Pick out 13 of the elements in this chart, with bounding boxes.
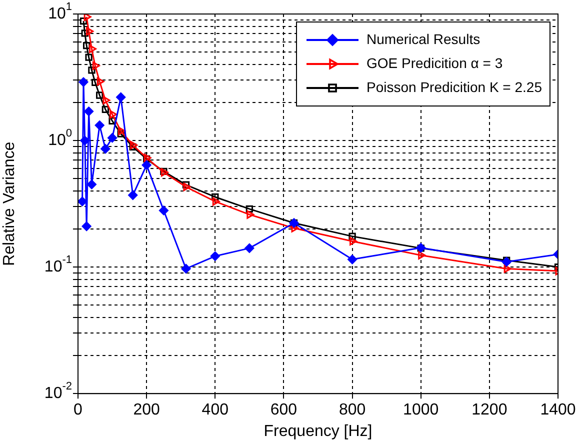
legend-label: Poisson Predicition K = 2.25	[366, 78, 542, 95]
legend-label: GOE Predicition α = 3	[366, 54, 503, 71]
x-tick-label: 600	[270, 402, 298, 419]
x-tick-label: 800	[338, 402, 366, 419]
y-axis-title: Relative Variance	[1, 142, 18, 266]
x-tick-label: 1000	[403, 402, 439, 419]
legend-label: Numerical Results	[366, 30, 480, 47]
x-tick-label: 1200	[472, 402, 508, 419]
x-tick-label: 1400	[540, 402, 576, 419]
x-tick-label: 0	[74, 402, 83, 419]
x-tick-label: 400	[202, 402, 229, 419]
x-axis-title: Frequency [Hz]	[264, 422, 372, 440]
x-tick-label: 200	[133, 402, 160, 419]
